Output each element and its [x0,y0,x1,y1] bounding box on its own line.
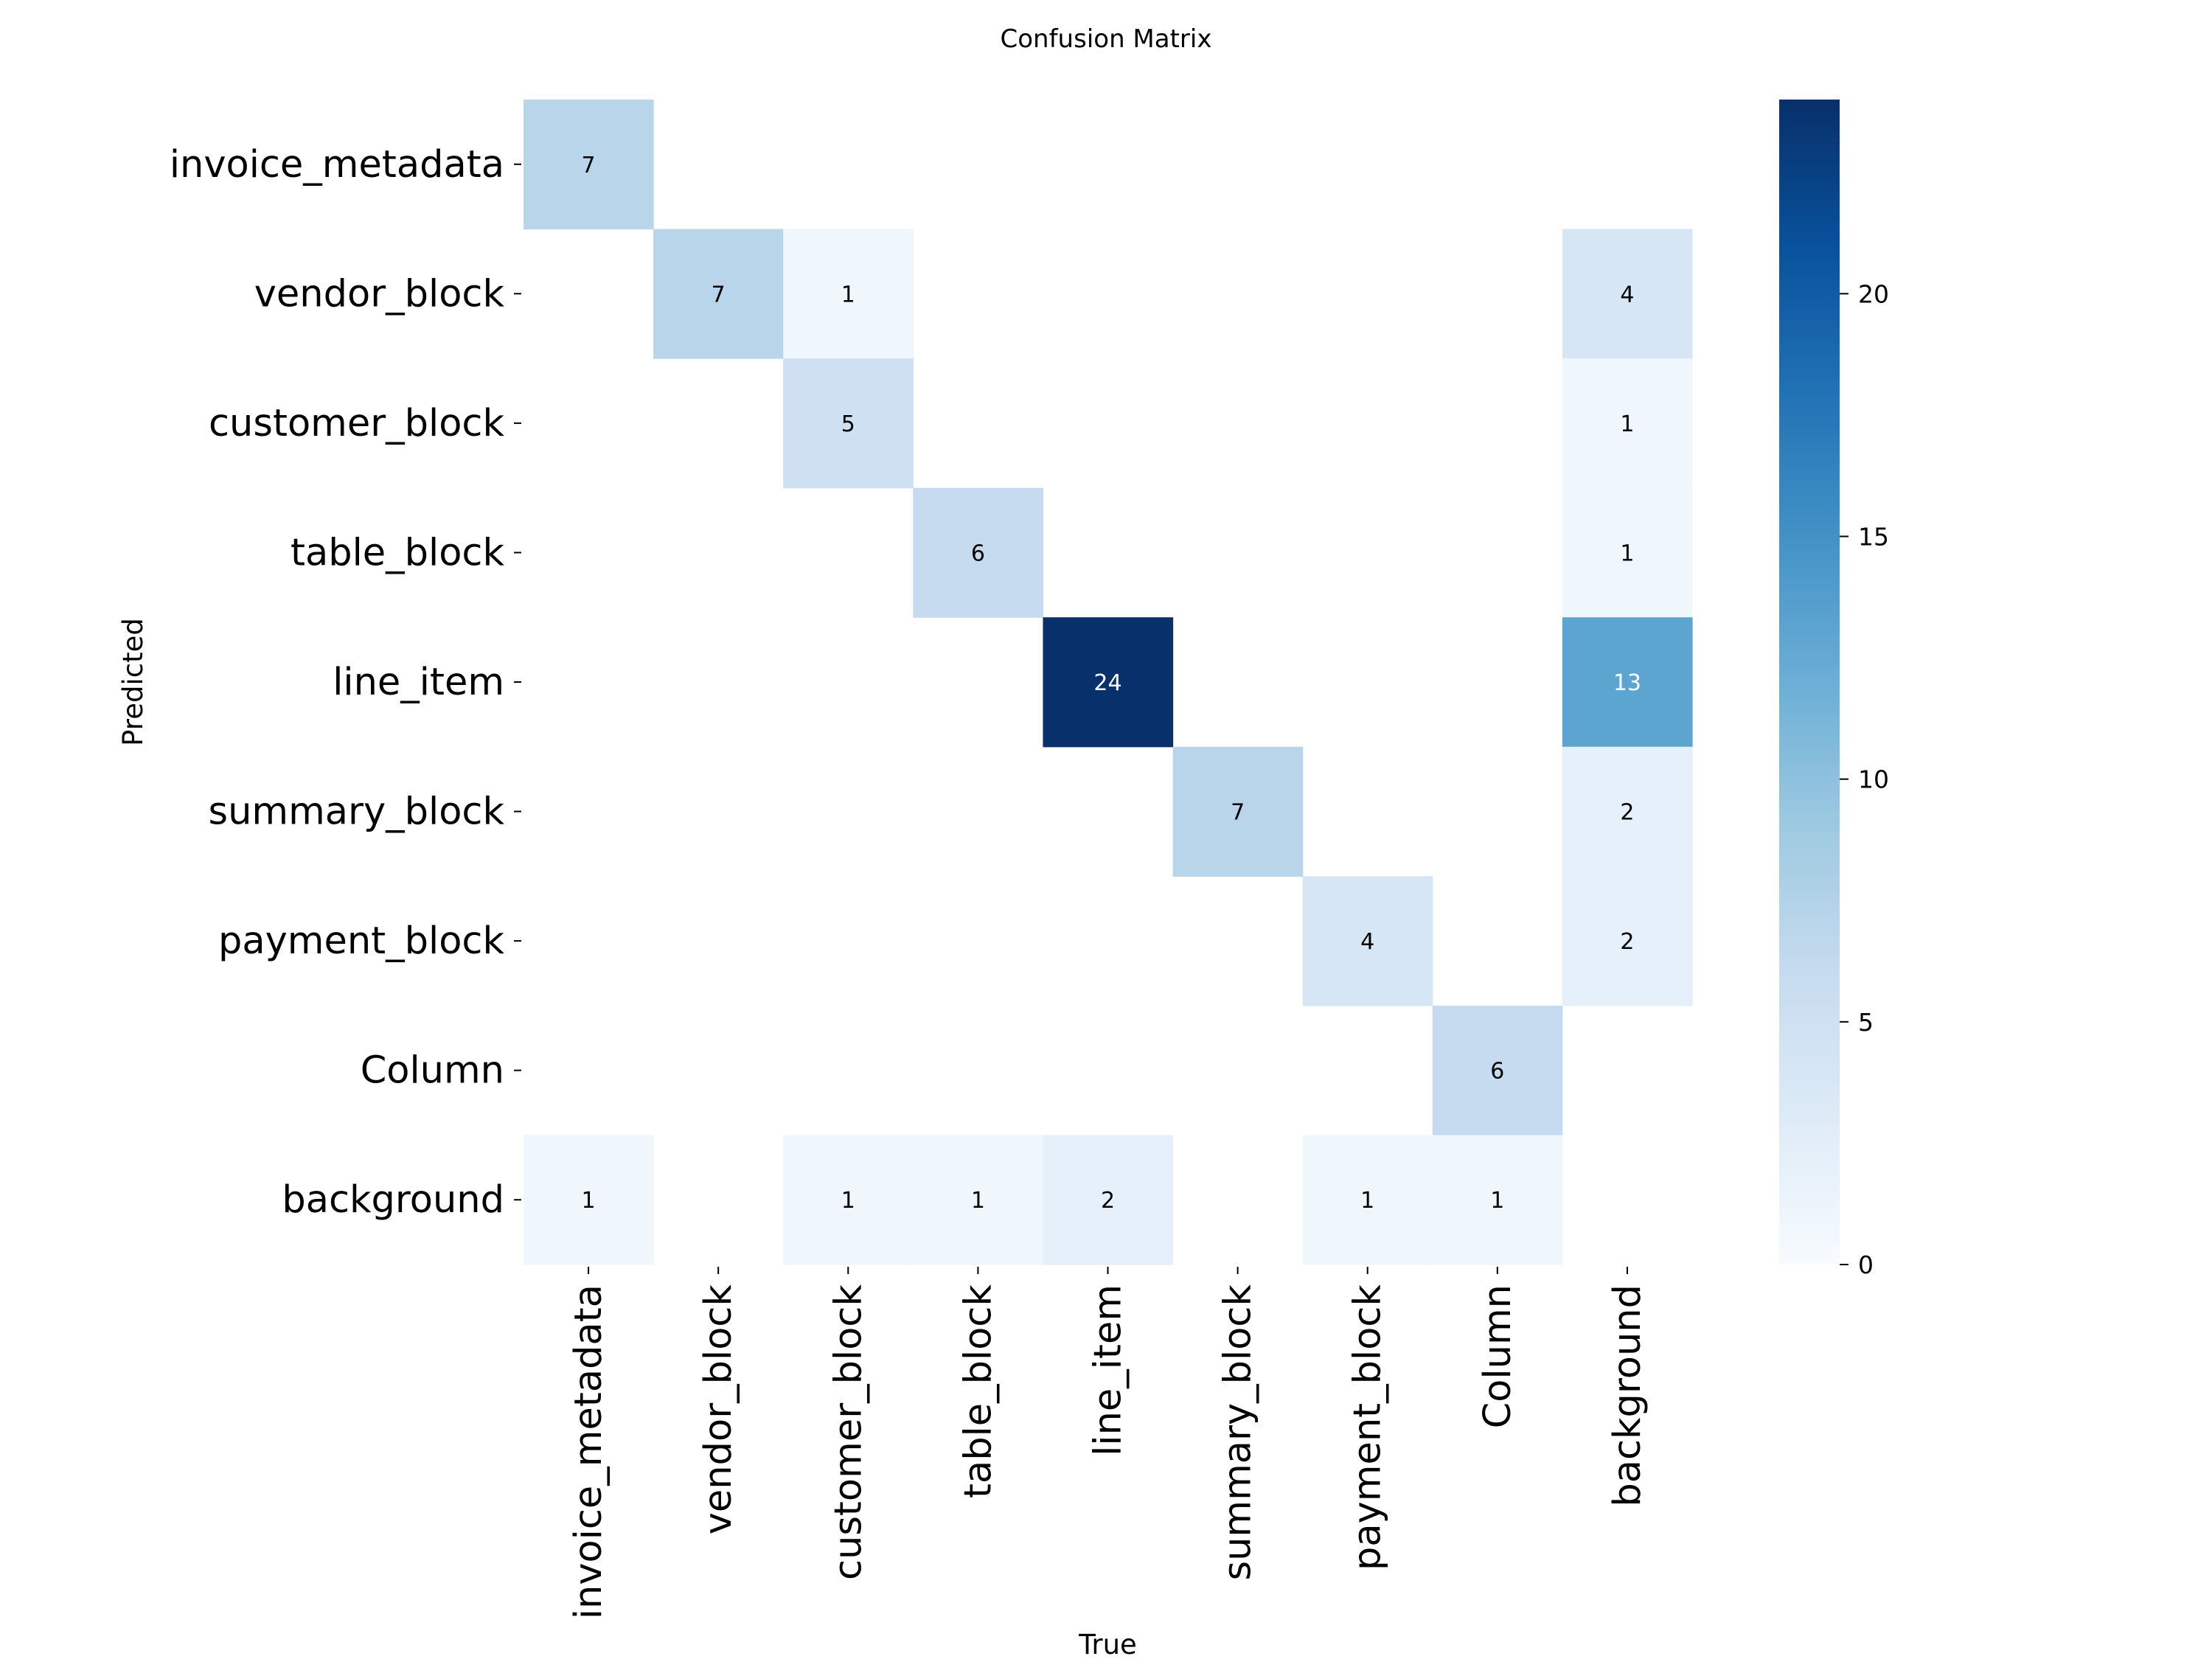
y-tick-label: table_block [291,531,504,574]
cell-value-label: 7 [1231,800,1245,826]
x-tick-label: line_item [1087,1284,1130,1456]
heatmap-cell [1562,617,1693,748]
x-tick-label: invoice_metadata [567,1284,611,1619]
y-tick-label: background [282,1178,504,1222]
cell-value-label: 4 [1360,929,1374,955]
heatmap-cell [913,1135,1044,1265]
cell-value-label: 1 [1490,1188,1504,1214]
cell-value-label: 1 [971,1188,985,1214]
heatmap-cell [1562,876,1693,1006]
cell-value-label: 24 [1093,670,1121,696]
heatmap-plot: 77 1 45 16 124 137 24 261 1 1 2 1 1 [524,100,1693,1265]
x-tick-label: payment_block [1346,1284,1390,1571]
heatmap-cell [524,100,654,230]
cell-value-label: 13 [1613,670,1641,696]
cell-value-label: 2 [1101,1188,1115,1214]
colorbar-tick-label: 20 [1858,279,1889,308]
heatmap-cell [783,358,914,489]
heatmap-cell [783,1135,914,1265]
cell-value-label: 1 [1620,411,1634,437]
y-tick-label: summary_block [209,790,505,834]
heatmap-cell [783,229,914,359]
heatmap-cell [1562,487,1693,618]
heatmap-cell [524,1135,654,1265]
x-tick-label: vendor_block [697,1284,740,1535]
y-tick-label: Column [361,1049,504,1093]
heatmap-cell [653,229,784,359]
colorbar-tick-label: 15 [1858,523,1889,552]
x-tick-label: customer_block [827,1284,870,1580]
y-tick-label: payment_block [218,919,504,963]
x-axis-title: True [1078,1629,1137,1659]
cell-value-label: 6 [1490,1059,1504,1085]
y-tick-label: line_item [333,661,504,704]
heatmap-cell [1562,229,1693,359]
heatmap-cell [1172,746,1304,877]
cell-value-label: 7 [712,282,726,307]
y-tick-label: vendor_block [254,272,505,316]
heatmap-cell [1432,1005,1563,1136]
cell-value-label: 1 [1620,540,1634,566]
x-tick-label: background [1606,1284,1649,1507]
colorbar-tick-label: 5 [1858,1008,1874,1037]
cell-value-label: 1 [582,1188,596,1214]
chart-title: Confusion Matrix [1001,24,1212,54]
cell-value-label: 5 [841,411,855,437]
heatmap-cell [1302,1135,1433,1265]
cell-value-label: 4 [1620,282,1634,307]
cell-value-label: 7 [582,153,596,178]
y-tick-label: customer_block [209,402,504,445]
colorbar-gradient [1779,100,1840,1265]
colorbar-tick-label: 0 [1858,1251,1874,1279]
heatmap-cell [1562,746,1693,877]
heatmap-cell [1432,1135,1563,1265]
y-axis-title: Predicted [117,618,149,746]
x-axis-tick-labels: invoice_metadata vendor_block customer_blo… [567,1267,1649,1619]
heatmap-cell [1043,617,1174,748]
cell-value-label: 1 [841,282,855,307]
y-tick-label: invoice_metadata [170,143,504,187]
colorbar: 0 5 10 15 20 [1779,100,1889,1279]
x-tick-label: Column [1476,1284,1520,1428]
heatmap-cell [1302,876,1433,1006]
cell-value-label: 2 [1620,800,1634,826]
cell-value-label: 2 [1620,929,1634,955]
heatmap-cell [1562,358,1693,489]
cell-value-label: 6 [971,540,985,566]
heatmap-cell [1043,1135,1174,1265]
cell-value-label: 1 [841,1188,855,1214]
x-tick-label: summary_block [1217,1284,1260,1581]
cell-value-label: 1 [1360,1188,1374,1214]
colorbar-tick-label: 10 [1858,765,1889,794]
y-axis-tick-labels: invoice_metadata vendor_block customer_blo… [170,143,521,1222]
heatmap-cell [913,487,1044,618]
x-tick-label: table_block [956,1284,1000,1498]
